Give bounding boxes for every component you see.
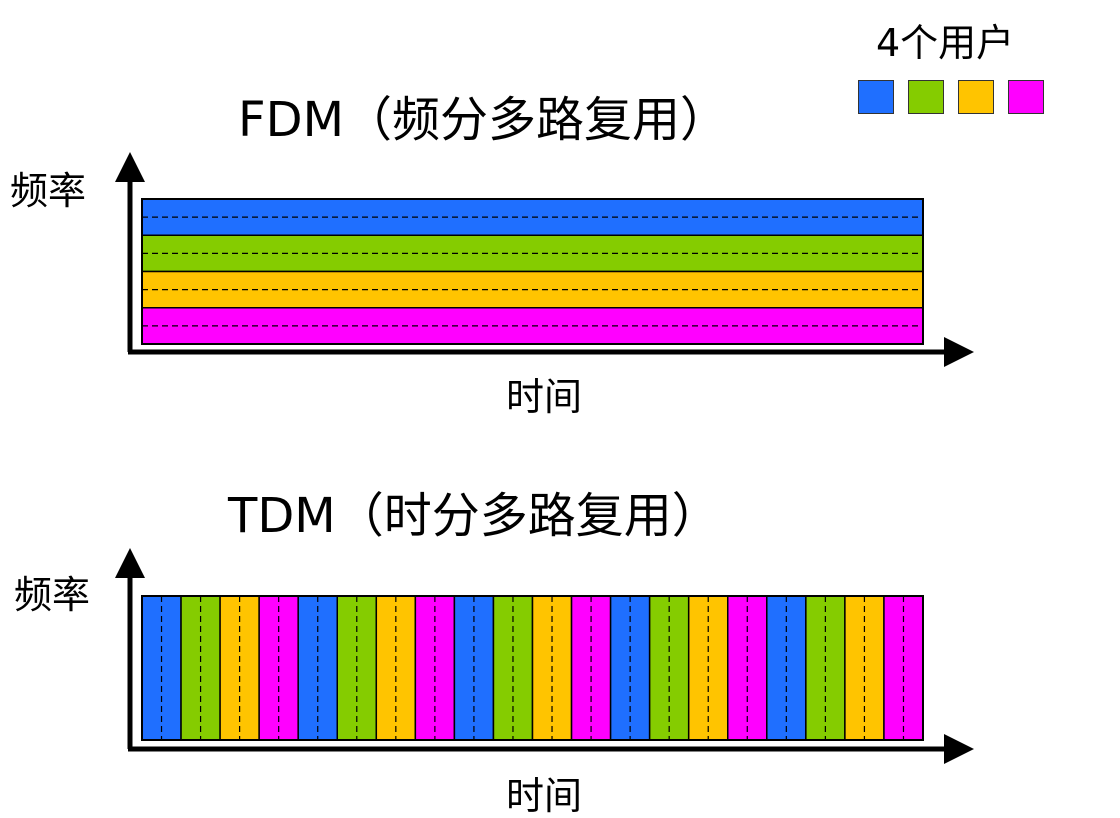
- legend-swatch-user-3: [958, 80, 994, 114]
- user-legend: [858, 80, 1044, 114]
- fdm-y-axis-label: 频率: [10, 169, 87, 213]
- legend-swatch-user-4: [1008, 80, 1044, 114]
- tdm-frame: [141, 595, 924, 741]
- fdm-frame: [141, 198, 924, 345]
- legend-title: 4个用户: [876, 21, 1015, 65]
- legend-swatch-user-2: [908, 80, 944, 114]
- fdm-diagram: [141, 198, 924, 345]
- tdm-y-axis-label: 频率: [14, 573, 91, 617]
- fdm-title: FDM（频分多路复用）: [238, 92, 728, 148]
- tdm-diagram: [141, 595, 924, 741]
- fdm-x-axis-label: 时间: [506, 375, 583, 419]
- tdm-title: TDM（时分多路复用）: [228, 488, 720, 544]
- tdm-x-axis-label: 时间: [506, 774, 583, 818]
- legend-swatch-user-1: [858, 80, 894, 114]
